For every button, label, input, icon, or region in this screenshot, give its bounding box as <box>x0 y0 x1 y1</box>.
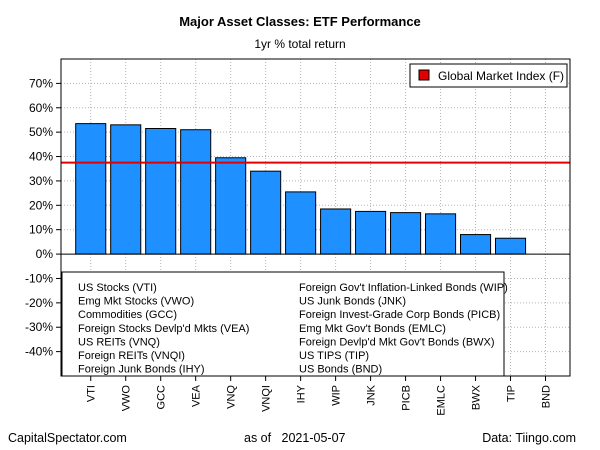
legend-label: Global Market Index (F) <box>438 69 564 83</box>
x-tick-label: TIP <box>506 385 518 402</box>
footer-source-left: CapitalSpectator.com <box>8 431 127 445</box>
bar-ihy <box>285 191 317 255</box>
bar-bwx <box>460 234 492 255</box>
x-tick-label: VWO <box>121 385 133 412</box>
y-tick-label: 50% <box>29 125 53 139</box>
description-item: Foreign Junk Bonds (IHY) <box>78 364 205 376</box>
y-tick-label: 60% <box>29 101 53 115</box>
x-tick-label: EMLC <box>436 385 448 416</box>
bar-vea <box>180 129 212 255</box>
description-item: US Junk Bonds (JNK) <box>299 296 406 308</box>
as-of-date: 2021-05-07 <box>281 431 346 445</box>
chart-title: Major Asset Classes: ETF Performance <box>179 14 421 29</box>
x-tick-label: VNQI <box>261 385 273 412</box>
description-item: US TIPS (TIP) <box>299 350 369 362</box>
y-tick-label: -10% <box>25 271 53 285</box>
description-box <box>61 271 505 377</box>
legend-box <box>409 63 568 88</box>
x-tick-label: IHY <box>296 384 308 403</box>
description-item: Emg Mkt Gov't Bonds (EMLC) <box>299 323 446 335</box>
x-tick-label: GCC <box>156 385 168 410</box>
description-item: Commodities (GCC) <box>78 309 177 321</box>
x-tick-label: WIP <box>331 385 343 406</box>
description-item: Foreign Stocks Devlp'd Mkts (VEA) <box>78 323 249 335</box>
y-tick-label: 30% <box>29 174 53 188</box>
bar-gcc <box>145 127 177 255</box>
bar-emlc <box>425 213 457 255</box>
description-item: US Bonds (BND) <box>299 364 382 376</box>
x-tick-label: BND <box>541 385 553 408</box>
chart-subtitle: 1yr % total return <box>254 37 346 51</box>
description-item: Foreign Gov't Inflation-Linked Bonds (WI… <box>299 282 508 294</box>
y-tick-label: 10% <box>29 223 53 237</box>
y-tick-label: -20% <box>25 296 53 310</box>
y-tick-label: -40% <box>25 345 53 359</box>
y-tick-label: 40% <box>29 150 53 164</box>
bar-wip <box>320 208 352 255</box>
legend-swatch <box>418 69 430 81</box>
x-tick-label: JNK <box>366 384 378 405</box>
bar-picb <box>390 212 422 255</box>
bar-tip <box>494 237 527 255</box>
x-tick-label: VNQ <box>226 385 238 409</box>
footer-as-of: as of 2021-05-07 <box>244 431 345 445</box>
description-item: Foreign Invest-Grade Corp Bonds (PICB) <box>299 309 500 321</box>
y-tick-label: 70% <box>29 76 53 90</box>
x-tick-label: BWX <box>471 384 483 410</box>
x-tick-label: VEA <box>191 384 203 407</box>
bar-vwo <box>110 124 142 255</box>
description-item: US REITs (VNQ) <box>78 336 160 348</box>
x-tick-label: VTI <box>86 385 98 402</box>
bar-vnq <box>215 157 247 255</box>
y-tick-label: 20% <box>29 198 53 212</box>
bar-vnqi <box>250 170 282 255</box>
description-item: Foreign REITs (VNQI) <box>78 350 185 362</box>
as-of-label: as of <box>244 431 272 445</box>
y-tick-label: -30% <box>25 320 53 334</box>
y-tick-label: 0% <box>36 247 54 261</box>
description-item: US Stocks (VTI) <box>78 282 157 294</box>
description-item: Emg Mkt Stocks (VWO) <box>78 296 194 308</box>
bar-jnk <box>355 210 387 255</box>
description-item: Foreign Devlp'd Mkt Gov't Bonds (BWX) <box>299 336 495 348</box>
footer-source-right: Data: Tiingo.com <box>482 431 576 445</box>
x-tick-label: PICB <box>401 385 413 411</box>
bar-vti <box>75 123 107 255</box>
